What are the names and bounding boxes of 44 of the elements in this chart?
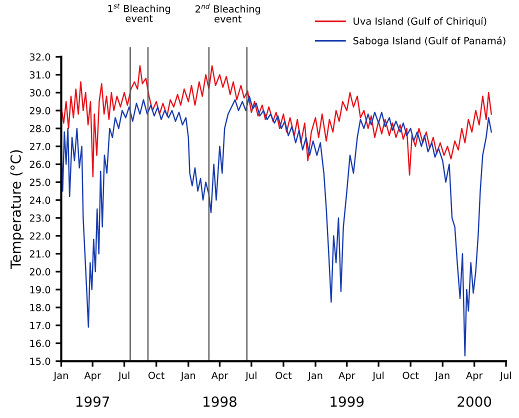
- y-tick-label: 16.0: [30, 340, 50, 348]
- y-tick-label: 26.0: [30, 160, 50, 168]
- x-tick-label: Apr: [338, 372, 356, 381]
- y-tick-label: 24.0: [30, 196, 50, 204]
- x-tick-label: Oct: [402, 372, 419, 380]
- x-tick-label: Jan: [53, 372, 68, 381]
- x-tick-label: Jul: [245, 372, 256, 381]
- y-tick-label: 30.0: [30, 89, 50, 96]
- y-tick-label: 20.0: [30, 268, 50, 276]
- x-tick-label: Jul: [500, 372, 511, 381]
- x-tick-label: Jul: [118, 372, 130, 381]
- x-tick-label: Oct: [148, 372, 164, 380]
- y-tick-label: 17.0: [30, 322, 50, 330]
- text: 1999: [330, 396, 364, 407]
- x-tick-label: Jan: [180, 372, 196, 381]
- x-tick-label: Apr: [84, 372, 101, 381]
- text: 1997: [76, 396, 110, 407]
- line-series: [61, 96, 492, 356]
- y-tick-label: 19.0: [30, 286, 50, 294]
- text: 2$^{nd}$ Bleaching event: [196, 4, 260, 22]
- y-axis-title: Temperature (°C): [10, 150, 24, 269]
- y-tick-label: 29.0: [30, 107, 50, 114]
- x-tick-label: Jul: [372, 372, 384, 381]
- y-tick-label: 15.0: [30, 358, 50, 365]
- y-tick-label: 21.0: [30, 250, 50, 258]
- text: 1998: [204, 396, 236, 407]
- legend-label: Uva Island (Gulf of Chiriquí): [354, 16, 486, 27]
- y-tick-label: 22.0: [30, 232, 50, 240]
- y-tick-label: 27.0: [30, 142, 50, 150]
- y-tick-label: 23.0: [30, 214, 50, 222]
- x-tick-label: Oct: [276, 372, 292, 380]
- x-tick-label: Apr: [466, 372, 483, 381]
- x-tick-label: Jan: [434, 372, 450, 381]
- y-tick-label: 25.0: [30, 178, 50, 186]
- x-tick-label: Jan: [308, 372, 322, 381]
- x-tick-label: Apr: [211, 372, 228, 381]
- legend-label: Saboga Island (Gulf of Panamá): [353, 36, 506, 46]
- y-tick-label: 18.0: [30, 304, 50, 312]
- y-tick-label: 32.0: [30, 53, 50, 61]
- y-tick-label: 28.0: [30, 124, 50, 132]
- text: 1$^{st}$ Bleaching event: [108, 4, 170, 22]
- y-tick-label: 31.0: [30, 71, 50, 79]
- line-series: [61, 65, 492, 178]
- text: 2000: [458, 396, 492, 407]
